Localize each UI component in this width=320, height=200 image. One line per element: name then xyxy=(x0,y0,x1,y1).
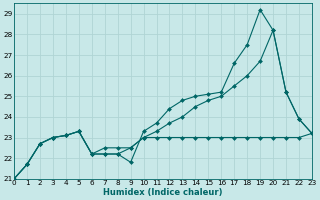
X-axis label: Humidex (Indice chaleur): Humidex (Indice chaleur) xyxy=(103,188,223,197)
